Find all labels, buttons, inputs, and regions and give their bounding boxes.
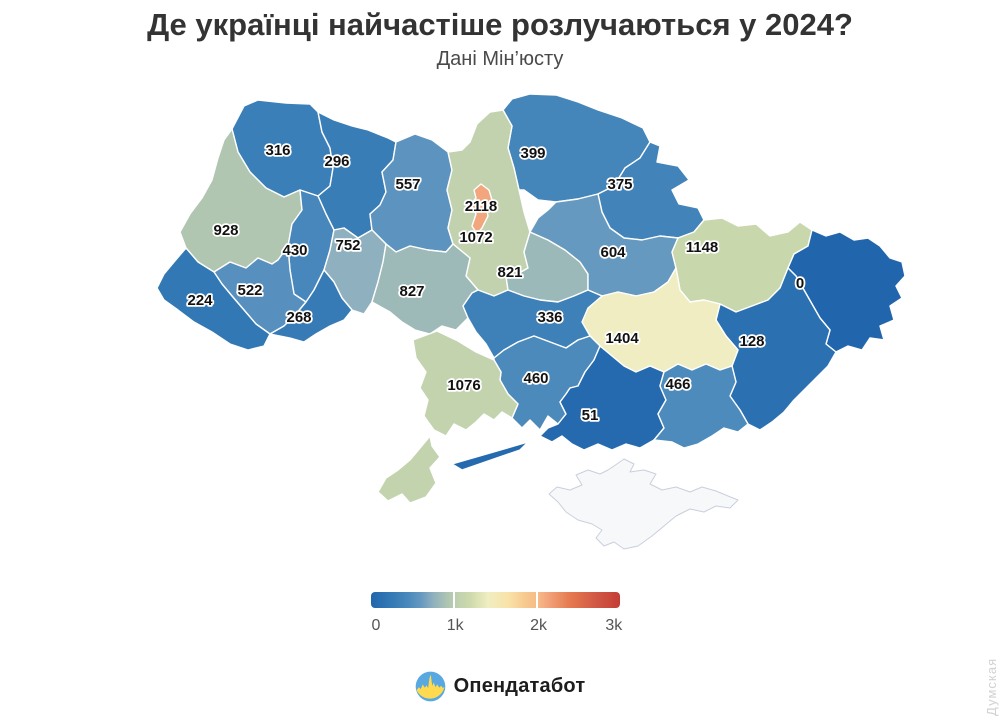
region-value-label-kyiv-oblast: 1072 — [459, 229, 492, 246]
region-value-label-kharkiv: 1148 — [686, 239, 719, 256]
region-value-label-chernivtsi: 268 — [286, 309, 311, 326]
legend-tick-3k: 3k — [605, 617, 623, 634]
region-value-label-zaporizhzhia: 466 — [665, 376, 690, 393]
page-subtitle: Дані Мін’юсту — [436, 48, 564, 70]
region-value-label-kherson: 51 — [582, 407, 599, 424]
region-zakarpattia — [156, 247, 271, 351]
header: Де українці найчастіше розлучаються у 20… — [0, 0, 1000, 71]
region-value-label-zakarpattia: 224 — [187, 292, 213, 309]
region-crimea — [548, 458, 739, 550]
region-value-label-donetsk: 128 — [739, 333, 764, 350]
footer-branding: Опендатабот — [0, 671, 1000, 702]
region-value-label-ternopil: 430 — [282, 242, 307, 259]
region-zaporizhzhia — [653, 363, 749, 449]
opendatabot-logo-icon — [415, 671, 445, 702]
region-value-label-vinnytsia: 827 — [399, 283, 424, 300]
region-value-label-dnipropetrovsk: 1404 — [605, 330, 639, 347]
region-value-label-lviv: 928 — [213, 222, 238, 239]
region-value-label-sumy: 375 — [607, 176, 632, 193]
region-value-label-luhansk: 0 — [796, 275, 804, 292]
legend-tick-2k: 2k — [530, 617, 548, 634]
legend-divider-2k — [536, 592, 538, 608]
dumskaya-watermark: Думская — [984, 657, 999, 716]
legend-divider-1k — [453, 592, 455, 608]
region-value-label-odesa: 1076 — [447, 377, 480, 394]
region-value-label-khmelnytskyi: 752 — [335, 237, 360, 254]
opendatabot-brand-text: Опендатабот — [453, 675, 586, 697]
region-value-label-kirovohrad: 336 — [537, 309, 562, 326]
region-kherson — [451, 345, 667, 471]
legend-tick-1k: 1k — [446, 617, 464, 634]
legend-tick-0: 0 — [371, 617, 381, 634]
region-kyiv-city — [470, 183, 493, 235]
region-value-label-kyiv-city: 2118 — [465, 198, 498, 215]
legend-gradient-bar — [371, 592, 620, 608]
region-vinnytsia — [371, 243, 479, 335]
region-value-label-mykolaiv: 460 — [523, 370, 548, 387]
region-value-label-zhytomyr: 557 — [395, 176, 420, 193]
region-value-label-chernihiv: 399 — [520, 145, 545, 162]
region-value-label-rivne: 296 — [324, 153, 349, 170]
page-title: Де українці найчастіше розлучаються у 20… — [147, 7, 853, 42]
region-chernivtsi — [269, 269, 353, 343]
region-value-label-ivano-frankivsk: 522 — [237, 282, 262, 299]
region-odesa — [377, 330, 519, 504]
color-legend: 0 1k 2k 3k — [371, 592, 623, 637]
region-value-label-cherkasy: 821 — [497, 264, 522, 281]
region-value-label-volyn: 316 — [265, 142, 290, 159]
region-value-label-poltava: 604 — [600, 244, 626, 261]
legend-ticks: 0 1k 2k 3k — [371, 617, 623, 637]
